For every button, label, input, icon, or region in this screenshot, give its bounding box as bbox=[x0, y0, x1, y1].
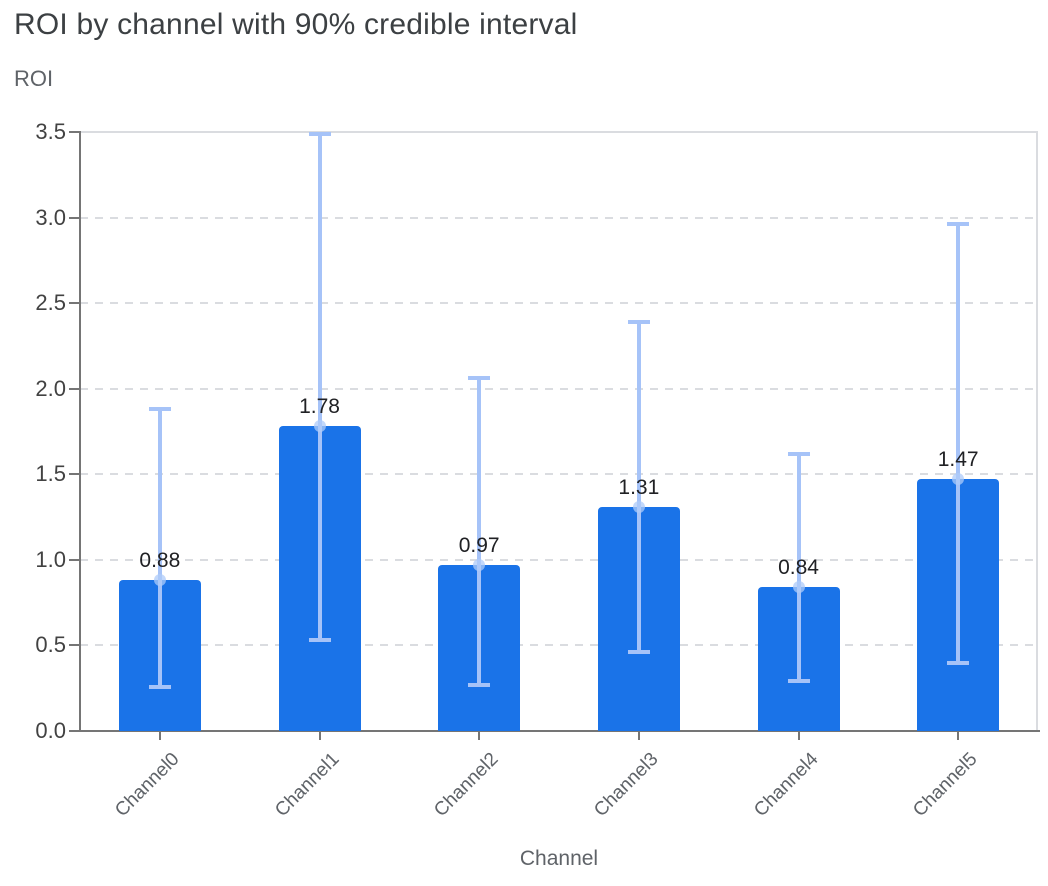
error-bar-cap-bottom-Channel2 bbox=[468, 682, 491, 687]
error-bar-cap-top-Channel5 bbox=[947, 222, 970, 227]
error-bar-cap-top-Channel4 bbox=[787, 451, 810, 456]
y-tick-label: 2.5 bbox=[35, 290, 66, 316]
y-tick-label: 1.0 bbox=[35, 546, 66, 572]
x-tick-label-Channel5: Channel5 bbox=[909, 748, 982, 822]
error-bar-cap-bottom-Channel0 bbox=[148, 684, 171, 689]
y-tick-label: 3.5 bbox=[35, 119, 66, 144]
y-tick-label: 0.5 bbox=[35, 632, 66, 658]
error-bar-cap-bottom-Channel1 bbox=[308, 638, 331, 643]
bar-value-label: 1.31 bbox=[618, 475, 660, 499]
y-tick-mark bbox=[69, 730, 79, 732]
gridline-2.5 bbox=[80, 302, 1038, 305]
point-marker-Channel0 bbox=[153, 574, 166, 587]
error-bar-cap-top-Channel1 bbox=[308, 131, 331, 136]
error-bar-cap-top-Channel2 bbox=[468, 376, 491, 381]
y-axis-title: ROI bbox=[14, 66, 54, 91]
x-tick-mark bbox=[957, 732, 960, 740]
y-tick-mark bbox=[69, 473, 79, 476]
error-bar-line-Channel3 bbox=[636, 321, 641, 653]
point-marker-Channel5 bbox=[952, 473, 965, 486]
x-tick-mark bbox=[318, 732, 321, 740]
x-axis-line bbox=[79, 730, 1040, 732]
bar-value-label: 0.84 bbox=[778, 556, 819, 580]
plot-border bbox=[80, 131, 1038, 731]
error-bar-cap-bottom-Channel5 bbox=[947, 660, 970, 665]
y-tick-label: 3.0 bbox=[35, 204, 66, 230]
y-tick-mark bbox=[69, 387, 79, 390]
error-bar-cap-top-Channel0 bbox=[148, 407, 171, 412]
bar-value-label: 0.88 bbox=[139, 549, 181, 573]
x-tick-mark bbox=[478, 732, 481, 740]
x-tick-mark bbox=[797, 732, 800, 740]
x-tick-mark bbox=[637, 732, 640, 740]
gridline-3.0 bbox=[80, 216, 1038, 219]
x-tick-label-Channel2: Channel2 bbox=[430, 748, 503, 822]
bar-value-label: 0.97 bbox=[458, 533, 500, 557]
point-marker-Channel4 bbox=[792, 581, 805, 594]
x-axis-title: Channel bbox=[519, 847, 599, 870]
bar-value-label: 1.47 bbox=[937, 448, 979, 472]
error-bar-line-Channel4 bbox=[796, 453, 801, 682]
point-marker-Channel1 bbox=[313, 420, 326, 433]
gridline-1.5 bbox=[80, 473, 1038, 476]
y-axis-line bbox=[79, 131, 81, 732]
y-tick-label: 2.0 bbox=[35, 375, 66, 401]
error-bar-line-Channel1 bbox=[317, 133, 322, 641]
y-tick-mark bbox=[69, 558, 79, 561]
x-tick-mark bbox=[158, 732, 161, 740]
gridline-1.0 bbox=[80, 558, 1038, 561]
error-bar-cap-bottom-Channel3 bbox=[627, 650, 650, 655]
x-tick-label-Channel3: Channel3 bbox=[590, 748, 663, 822]
y-tick-mark bbox=[69, 131, 79, 133]
x-tick-label-Channel4: Channel4 bbox=[749, 748, 823, 822]
y-tick-label: 1.5 bbox=[35, 461, 66, 487]
point-marker-Channel2 bbox=[473, 558, 486, 571]
y-tick-mark bbox=[69, 302, 79, 305]
error-bar-line-Channel5 bbox=[956, 224, 961, 663]
x-tick-label-Channel0: Channel0 bbox=[111, 748, 184, 822]
error-bar-cap-top-Channel3 bbox=[627, 319, 650, 324]
y-tick-mark bbox=[69, 644, 79, 647]
chart-title: ROI by channel with 90% credible interva… bbox=[14, 8, 578, 41]
gridline-2.0 bbox=[80, 387, 1038, 390]
error-bar-line-Channel0 bbox=[157, 409, 162, 687]
x-tick-label-Channel1: Channel1 bbox=[270, 748, 344, 822]
bar-value-label: 1.78 bbox=[299, 395, 340, 419]
error-bar-cap-bottom-Channel4 bbox=[787, 679, 810, 684]
y-tick-mark bbox=[69, 216, 79, 219]
error-bar-line-Channel2 bbox=[477, 378, 482, 685]
point-marker-Channel3 bbox=[632, 500, 645, 513]
y-tick-label: 0.0 bbox=[35, 718, 66, 743]
gridline-0.5 bbox=[80, 644, 1038, 647]
